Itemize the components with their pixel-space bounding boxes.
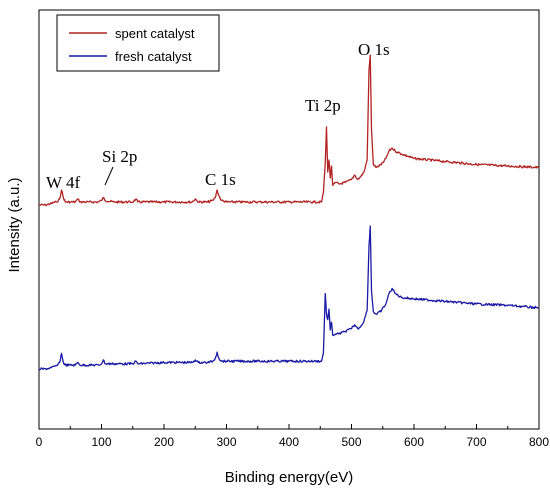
legend-label-spent: spent catalyst [115, 26, 195, 41]
peak-label-1: Si 2p [102, 147, 137, 166]
si-pointer-line [104, 166, 114, 186]
series-line-0 [38, 54, 540, 207]
annotation-layer: W 4f Si 2p C 1s Ti 2p O 1s [46, 40, 390, 192]
x-tick-label-1: 100 [91, 435, 111, 449]
y-axis-title: Intensity (a.u.) [6, 177, 23, 272]
x-tick-label-4: 400 [279, 435, 299, 449]
series-layer [38, 54, 540, 371]
legend-box [56, 14, 220, 72]
x-tick-label-2: 200 [154, 435, 174, 449]
peak-label-2: C 1s [205, 170, 236, 189]
x-tick-label-0: 0 [36, 435, 43, 449]
peak-label-3: Ti 2p [305, 96, 341, 115]
legend: spent catalyst fresh catalyst [56, 14, 220, 72]
legend-label-fresh: fresh catalyst [115, 49, 192, 64]
x-tick-label-5: 500 [341, 435, 361, 449]
x-tick-label-7: 700 [466, 435, 486, 449]
peak-label-4: O 1s [358, 40, 390, 59]
x-tick-label-6: 600 [404, 435, 424, 449]
x-tick-label-8: 800 [529, 435, 549, 449]
x-axis-title: Binding energy(eV) [225, 469, 353, 486]
peak-label-0: W 4f [46, 173, 80, 192]
x-axis: 0 100 200 300 400 500 600 700 800 [36, 424, 549, 449]
x-tick-label-3: 300 [216, 435, 236, 449]
plot-frame [38, 9, 540, 430]
series-line-1 [38, 225, 540, 371]
